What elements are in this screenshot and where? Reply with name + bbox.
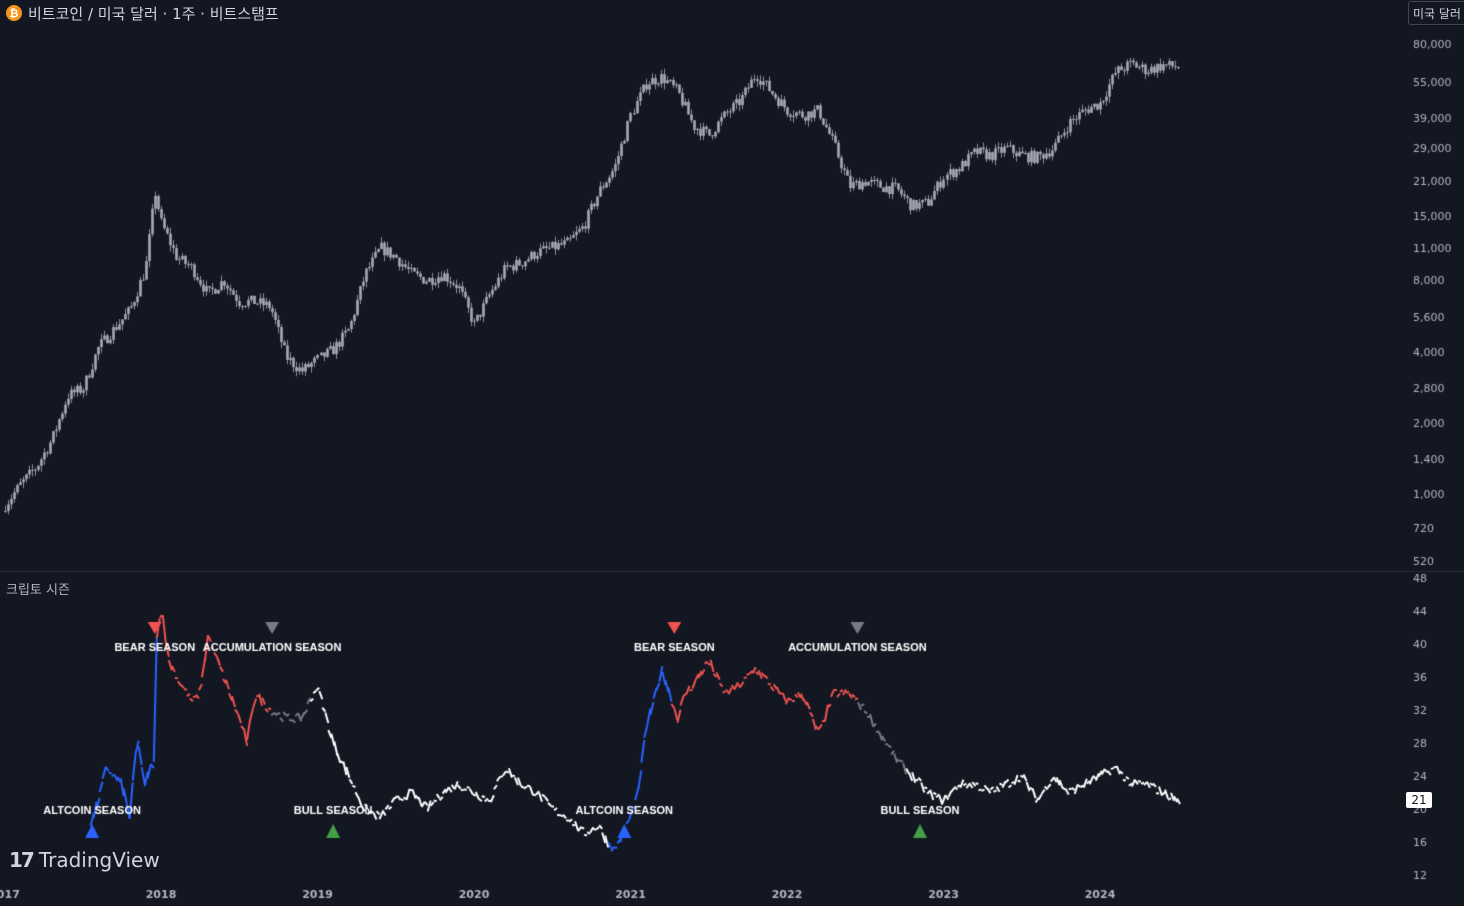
currency-button[interactable]: 미국 달러 xyxy=(1408,1,1464,25)
indicator-title: 크립토 시즌 xyxy=(6,583,70,598)
tradingview-logo[interactable]: 17 TradingView xyxy=(9,848,160,872)
symbol-header[interactable]: ₿ 비트코인 / 미국 달러 · 1주 · 비트스탬프 xyxy=(6,2,279,24)
indicator-value-badge: 21 xyxy=(1406,792,1432,808)
tradingview-wordmark: TradingView xyxy=(38,848,160,872)
symbol-title: 비트코인 / 미국 달러 · 1주 · 비트스탬프 xyxy=(28,4,279,23)
bitcoin-icon: ₿ xyxy=(6,5,22,21)
tradingview-mark-icon: 17 xyxy=(9,848,35,872)
